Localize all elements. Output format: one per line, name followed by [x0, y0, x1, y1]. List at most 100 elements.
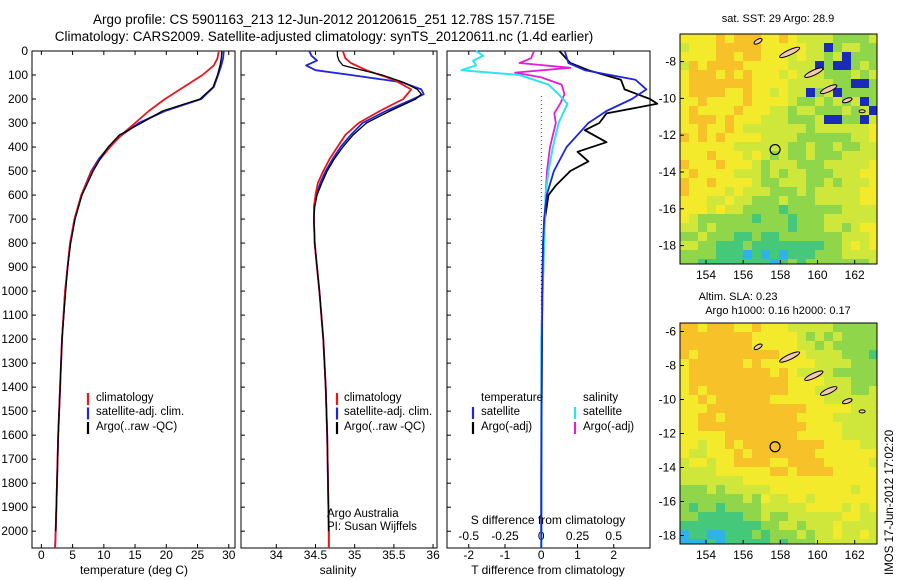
map-cell	[716, 467, 725, 476]
map-cell	[806, 485, 815, 494]
map-cell	[770, 97, 779, 106]
map-cell	[725, 386, 734, 395]
map-cell	[833, 395, 842, 404]
map-cell	[788, 332, 797, 341]
map-cell	[833, 232, 842, 241]
map-cell	[824, 530, 833, 539]
map-cell	[851, 377, 860, 386]
map-cell	[833, 521, 842, 530]
map-cell	[860, 377, 869, 386]
map-cell	[869, 250, 877, 259]
x-tick-label: 34.5	[304, 548, 328, 562]
map-cell	[689, 386, 698, 395]
map-cell	[779, 332, 788, 341]
map-cell	[815, 52, 824, 61]
map-cell	[815, 404, 824, 413]
map-cell	[851, 440, 860, 449]
map-cell	[698, 223, 707, 232]
map-cell	[743, 494, 752, 503]
map-cell	[860, 250, 869, 259]
y-tick-label: -10	[659, 393, 677, 407]
map-cell	[716, 124, 725, 133]
map-cell	[833, 178, 842, 187]
map-cell	[689, 52, 698, 61]
map-cell	[869, 196, 877, 205]
y-tick-label: 2000	[1, 524, 28, 538]
map-cell	[680, 476, 689, 485]
map-cell	[761, 341, 770, 350]
map-cell	[860, 259, 869, 264]
map-cell	[752, 485, 761, 494]
map-cell	[806, 332, 815, 341]
map-cell	[689, 61, 698, 70]
map-cell	[797, 467, 806, 476]
map-cell	[860, 431, 869, 440]
map-cell	[743, 52, 752, 61]
map-cell	[680, 43, 689, 52]
map-cell	[806, 61, 815, 70]
map-cell	[833, 485, 842, 494]
map-cell	[716, 34, 725, 43]
map-cell	[842, 88, 851, 97]
map-cell	[725, 377, 734, 386]
map-cell	[806, 88, 815, 97]
map-cell	[680, 386, 689, 395]
map-cell	[680, 503, 689, 512]
map-cell	[779, 494, 788, 503]
map-cell	[779, 151, 788, 160]
island-shape	[804, 370, 824, 381]
map-cell	[761, 332, 770, 341]
map-cell	[806, 133, 815, 142]
map-cell	[752, 476, 761, 485]
map-cell	[788, 250, 797, 259]
map-cell	[752, 395, 761, 404]
map-cell	[689, 151, 698, 160]
map-cell	[689, 458, 698, 467]
map-cell	[770, 512, 779, 521]
map-cell	[734, 539, 743, 544]
map-cell	[797, 241, 806, 250]
map-cell	[869, 440, 877, 449]
x-tick-label-s: -0.25	[491, 529, 519, 543]
map-cell	[680, 377, 689, 386]
map-cell	[824, 151, 833, 160]
map-cell	[707, 52, 716, 61]
map-cell	[752, 223, 761, 232]
map-cell	[680, 440, 689, 449]
map-cell	[770, 142, 779, 151]
map-cell	[779, 232, 788, 241]
map-cell	[779, 359, 788, 368]
map-cell	[752, 151, 761, 160]
map-cell	[707, 88, 716, 97]
map-cell	[860, 223, 869, 232]
map-cell	[707, 413, 716, 422]
map-cell	[743, 431, 752, 440]
map-cell	[851, 250, 860, 259]
map-cell	[707, 187, 716, 196]
y-tick-label: 1400	[1, 380, 28, 394]
map-cell	[716, 43, 725, 52]
map-cell	[725, 449, 734, 458]
map-cell	[788, 476, 797, 485]
map-cell	[689, 88, 698, 97]
map-cell	[743, 106, 752, 115]
map-cell	[734, 241, 743, 250]
map-cell	[743, 34, 752, 43]
map-cell	[707, 440, 716, 449]
map-cell	[707, 485, 716, 494]
map-cell	[833, 214, 842, 223]
map-cell	[806, 386, 815, 395]
map-cell	[770, 88, 779, 97]
map-cell	[833, 241, 842, 250]
y-tick-label: 700	[8, 212, 28, 226]
map-cell	[698, 467, 707, 476]
map-cell	[869, 160, 877, 169]
map-cell	[815, 223, 824, 232]
island-shape	[819, 84, 838, 95]
map-cell	[797, 169, 806, 178]
map-cell	[851, 115, 860, 124]
map-cell	[824, 521, 833, 530]
map-cell	[761, 169, 770, 178]
map-cell	[842, 169, 851, 178]
map-cell	[680, 259, 689, 264]
